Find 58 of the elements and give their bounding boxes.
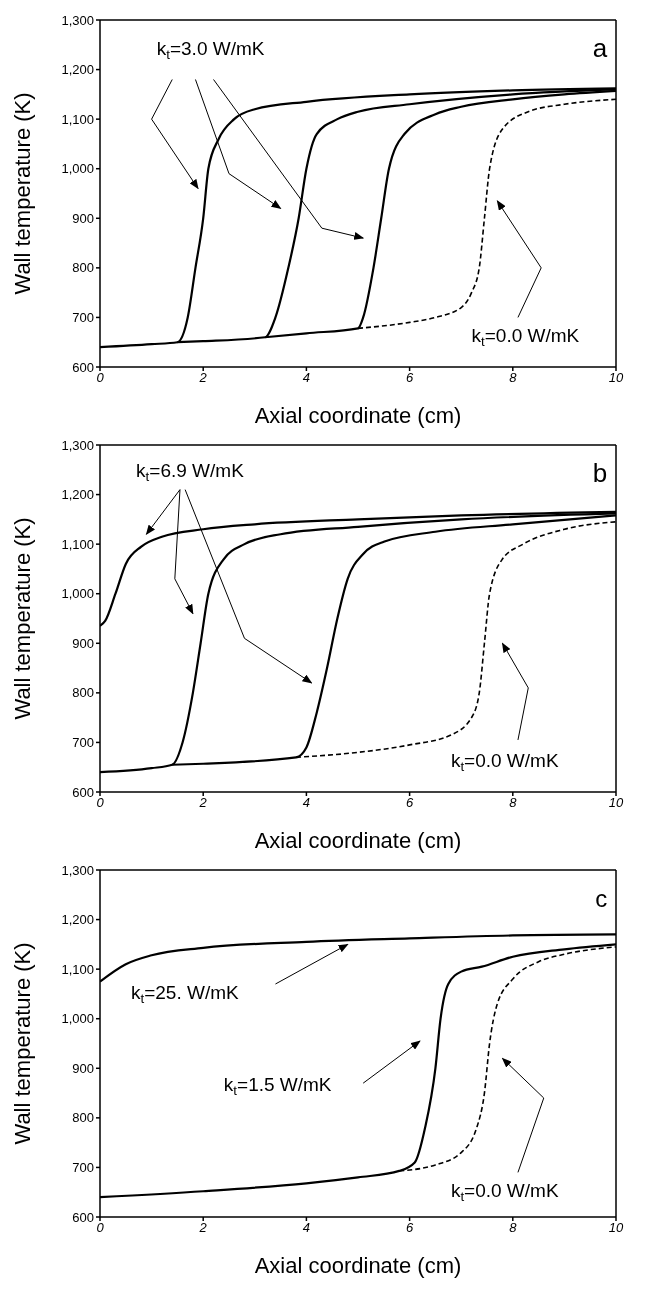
annotation: k$_{t}$=6.9 W/mK — [136, 460, 245, 485]
x-tick-label: 2 — [198, 370, 208, 386]
y-axis-title: Wall temperature (K) — [9, 942, 35, 1145]
x-tick-label: 10 — [608, 795, 624, 811]
y-tick-label: 700 — [72, 735, 94, 751]
y-tick-label: 600 — [72, 1209, 94, 1225]
y-tick-label: 700 — [72, 1160, 94, 1176]
y-axis-title: Wall temperature (K) — [9, 517, 35, 720]
y-tick-label: 900 — [72, 1060, 94, 1076]
y-tick-label: 1,000 — [61, 1011, 94, 1027]
y-tick-label: 800 — [72, 685, 94, 701]
y-tick-label: 1,200 — [61, 62, 94, 78]
annotation: k$_{t}$=25. W/mK — [130, 981, 239, 1006]
x-tick-label: 2 — [198, 795, 208, 811]
x-tick-label: 6 — [405, 1220, 414, 1236]
x-tick-label: 2 — [198, 1220, 208, 1236]
annotation: k$_{t}$=3.0 W/mK — [156, 37, 265, 62]
x-tick-label: 0 — [96, 795, 105, 811]
annotation: k$_{t}$=0.0 W/mK — [450, 1180, 559, 1205]
y-tick-label: 600 — [72, 784, 94, 800]
y-tick-label: 1,200 — [61, 912, 94, 928]
y-tick-label: 800 — [72, 260, 94, 276]
annotation: a — [592, 33, 608, 64]
x-axis-title: Axial coordinate (cm) — [254, 828, 462, 853]
x-tick-label: 8 — [509, 370, 518, 386]
annotation: k$_{t}$=0.0 W/mK — [471, 325, 580, 350]
annotation: k$_{t}$=0.0 W/mK — [450, 750, 559, 775]
y-axis-title: Wall temperature (K) — [9, 92, 35, 295]
y-tick-label: 1,300 — [61, 862, 94, 878]
y-tick-label: 1,300 — [61, 437, 94, 453]
y-tick-label: 1,000 — [61, 161, 94, 177]
y-tick-label: 1,100 — [61, 111, 94, 127]
x-tick-label: 8 — [509, 795, 518, 811]
x-tick-label: 0 — [96, 1220, 105, 1236]
x-tick-label: 0 — [96, 370, 105, 386]
y-tick-label: 600 — [72, 359, 94, 375]
annotation: k$_{t}$=1.5 W/mK — [223, 1073, 332, 1098]
y-tick-label: 900 — [72, 210, 94, 226]
x-tick-label: 6 — [405, 370, 414, 386]
x-tick-label: 4 — [302, 795, 311, 811]
annotation: c — [595, 885, 608, 913]
y-tick-label: 1,000 — [61, 586, 94, 602]
x-tick-label: 8 — [509, 1220, 518, 1236]
x-tick-label: 4 — [302, 370, 311, 386]
y-tick-label: 1,100 — [61, 961, 94, 977]
x-axis-title: Axial coordinate (cm) — [254, 1253, 462, 1278]
x-tick-label: 4 — [302, 1220, 311, 1236]
x-tick-label: 10 — [608, 1220, 624, 1236]
y-tick-label: 1,300 — [61, 12, 94, 28]
y-tick-label: 900 — [72, 635, 94, 651]
y-tick-label: 700 — [72, 310, 94, 326]
y-tick-label: 1,200 — [61, 487, 94, 503]
x-axis-title: Axial coordinate (cm) — [254, 403, 462, 428]
y-tick-label: 800 — [72, 1110, 94, 1126]
x-tick-label: 6 — [405, 795, 414, 811]
annotation: b — [592, 458, 608, 489]
x-tick-label: 10 — [608, 370, 624, 386]
y-tick-label: 1,100 — [61, 536, 94, 552]
